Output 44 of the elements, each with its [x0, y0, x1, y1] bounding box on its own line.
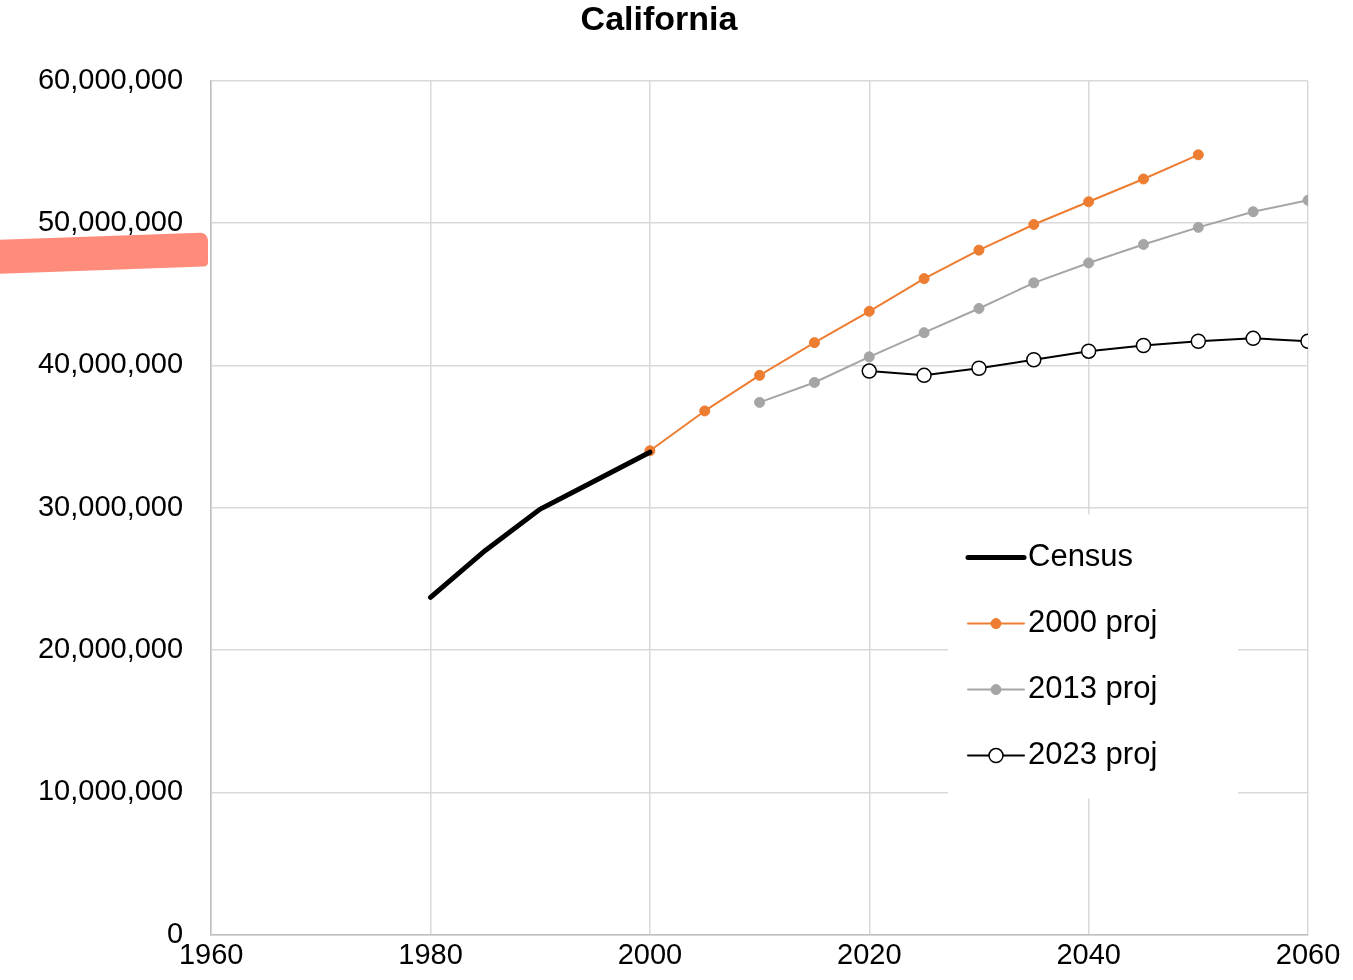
point — [808, 376, 820, 388]
legend-label: 2013 proj — [1028, 670, 1158, 706]
point — [916, 367, 932, 384]
x-tick-label: 1980 — [398, 938, 463, 970]
legend-label: 2023 proj — [1028, 736, 1158, 772]
point — [1080, 343, 1097, 359]
point — [1137, 173, 1149, 185]
point — [1028, 219, 1040, 231]
point — [699, 405, 711, 417]
point — [973, 302, 985, 314]
point — [973, 244, 985, 256]
point — [1137, 238, 1149, 250]
y-tick-label: 50,000,000 — [37, 205, 184, 238]
point — [863, 305, 875, 317]
point — [1192, 149, 1204, 161]
point — [918, 273, 930, 285]
legend-label: 2000 proj — [1028, 604, 1158, 640]
y-tick-label: 20,000,000 — [37, 632, 184, 664]
y-tick-label: 30,000,000 — [37, 489, 184, 522]
point — [1247, 206, 1259, 218]
y-tick-label: 60,000,000 — [37, 62, 184, 95]
point — [754, 396, 766, 408]
x-tick-label: 2040 — [1056, 938, 1121, 970]
y-tick-label: 40,000,000 — [37, 347, 184, 380]
point — [1192, 221, 1204, 233]
legend-label: Census — [1028, 538, 1134, 574]
point — [918, 327, 930, 339]
x-tick-label: 2060 — [1275, 938, 1341, 970]
point — [1135, 337, 1152, 354]
x-tick-label: 2000 — [617, 938, 683, 970]
point — [1245, 330, 1261, 347]
point — [1026, 351, 1042, 368]
point — [1028, 277, 1040, 289]
x-tick-label: 2020 — [837, 938, 902, 970]
point — [1083, 196, 1095, 208]
chart-title: California — [580, 0, 739, 37]
point — [971, 360, 987, 376]
point — [863, 351, 875, 363]
y-tick-label: 10,000,000 — [37, 774, 184, 807]
point — [861, 363, 878, 379]
point — [808, 337, 820, 349]
point — [1083, 257, 1095, 269]
point — [1190, 333, 1207, 349]
point — [754, 369, 766, 381]
